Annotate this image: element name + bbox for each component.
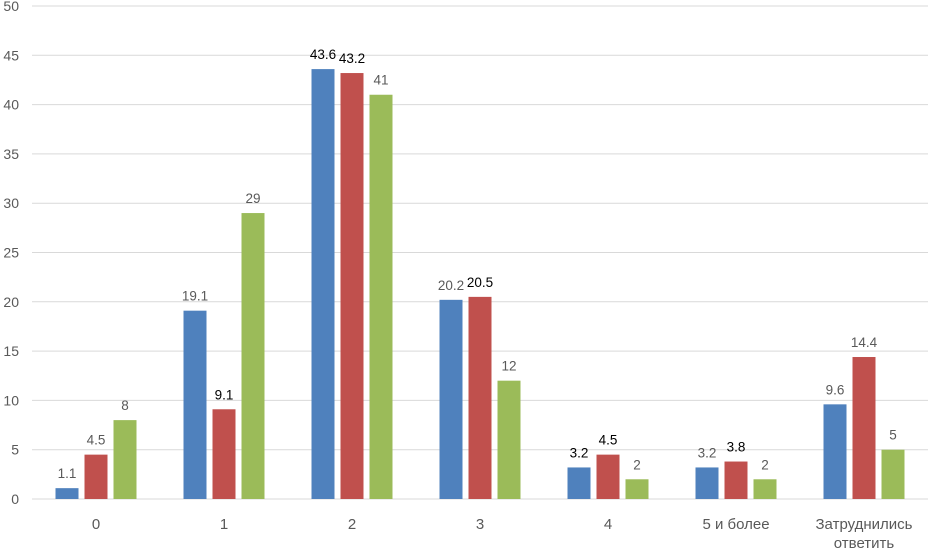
data-label: 4.5	[599, 433, 618, 448]
data-label: 5	[889, 428, 897, 443]
bar	[724, 461, 748, 499]
bar	[823, 404, 847, 499]
bar	[113, 420, 137, 499]
bar	[596, 454, 620, 499]
bar	[369, 94, 393, 500]
bar	[625, 479, 649, 499]
x-category-label-line: Затруднились	[816, 516, 913, 533]
bar	[881, 449, 905, 499]
bar	[241, 213, 265, 499]
x-category-label: 0	[92, 516, 100, 533]
y-tick-label: 35	[3, 146, 19, 162]
y-tick-label: 20	[3, 294, 19, 310]
x-category-label-line: 4	[604, 516, 612, 533]
x-category-label: 5 и более	[702, 516, 769, 533]
x-category-label-line: 3	[476, 516, 484, 533]
bar	[695, 467, 719, 499]
data-label: 2	[633, 457, 641, 472]
data-label: 1.1	[58, 466, 77, 481]
bar	[84, 454, 108, 499]
data-label: 8	[121, 398, 129, 413]
y-tick-label: 30	[3, 195, 19, 211]
data-label: 3.2	[698, 445, 717, 460]
bar	[183, 310, 207, 499]
data-label: 41	[373, 73, 388, 88]
data-label: 9.6	[826, 382, 845, 397]
x-category-label: Затруднились ответить	[816, 516, 913, 552]
data-label: 9.1	[215, 387, 234, 402]
x-category-label: 4	[604, 516, 612, 533]
y-tick-label: 5	[11, 442, 19, 458]
x-category-label: 1	[220, 516, 228, 533]
y-tick-label: 45	[3, 47, 19, 63]
y-tick-label: 25	[3, 245, 19, 261]
x-category-label-line: 1	[220, 516, 228, 533]
bar	[567, 467, 591, 499]
bar	[311, 69, 335, 499]
bar	[212, 409, 236, 499]
bar	[753, 479, 777, 499]
bar	[439, 299, 463, 499]
data-label: 43.6	[310, 47, 336, 62]
y-tick-label: 50	[3, 0, 19, 14]
x-category-label-line: 5 и более	[702, 516, 769, 533]
data-label: 12	[501, 359, 516, 374]
x-category-label: 2	[348, 516, 356, 533]
data-label: 4.5	[87, 433, 106, 448]
data-label: 29	[245, 191, 260, 206]
x-category-label-line: 0	[92, 516, 100, 533]
bar	[340, 73, 364, 499]
bars	[55, 69, 905, 500]
y-axis-tick-labels: 0 5 10 15 20 25 30 35 40 45 50	[3, 0, 19, 507]
y-tick-label: 0	[11, 491, 19, 507]
data-label: 3.8	[727, 440, 746, 455]
data-label: 20.5	[467, 275, 493, 290]
bar	[468, 296, 492, 499]
bar	[497, 380, 521, 499]
data-label: 20.2	[438, 278, 464, 293]
x-category-label-line: 2	[348, 516, 356, 533]
data-label: 2	[761, 457, 769, 472]
data-label: 3.2	[570, 445, 589, 460]
y-tick-label: 15	[3, 343, 19, 359]
x-category-label-line: ответить	[834, 535, 895, 552]
data-label: 14.4	[851, 335, 878, 350]
data-label: 43.2	[339, 51, 365, 66]
bar	[852, 357, 876, 499]
data-label: 19.1	[182, 289, 208, 304]
y-tick-label: 10	[3, 392, 19, 408]
x-axis-category-labels: 0 1 2 3 4 5 и более Затруднились ответить	[92, 516, 913, 552]
y-tick-label: 40	[3, 97, 19, 113]
bar	[55, 488, 79, 499]
data-labels: 1.1 4.5 8 19.1 9.1 29 43.6 43.2 41 20.2 20.5 12 3.2 4…	[58, 47, 897, 481]
x-category-label: 3	[476, 516, 484, 533]
